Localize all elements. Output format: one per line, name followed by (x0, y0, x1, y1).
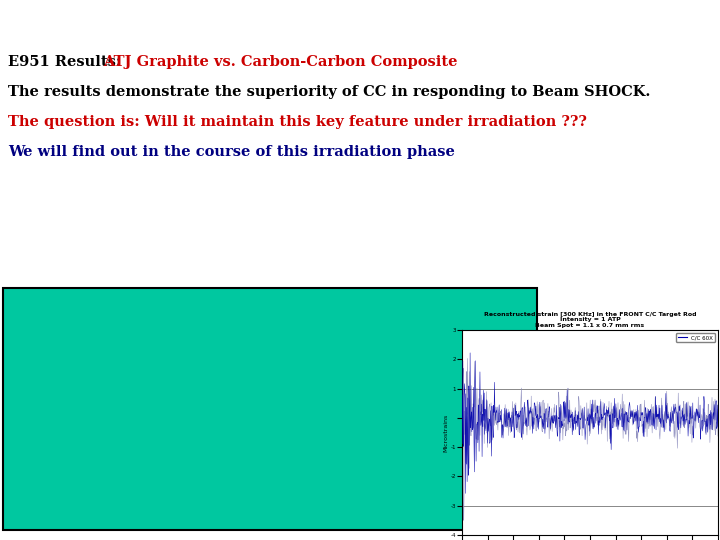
Legend: C/C 60X: C/C 60X (676, 333, 715, 342)
Bar (3, 288, 537, 530)
Y-axis label: Microstrains: Microstrains (444, 414, 449, 451)
Text: The question is: Will it maintain this key feature under irradiation ???: The question is: Will it maintain this k… (8, 115, 587, 129)
Text: The results demonstrate the superiority of CC in responding to Beam SHOCK.: The results demonstrate the superiority … (8, 85, 650, 99)
Text: ATJ Graphite vs. Carbon-Carbon Composite: ATJ Graphite vs. Carbon-Carbon Composite (103, 55, 458, 69)
Text: E951 Results:: E951 Results: (8, 55, 127, 69)
Title: Reconstructed strain [300 KHz] in the FRONT C/C Target Rod
Intensity = 1 ATP
Bea: Reconstructed strain [300 KHz] in the FR… (484, 312, 696, 328)
Text: We will find out in the course of this irradiation phase: We will find out in the course of this i… (8, 145, 455, 159)
